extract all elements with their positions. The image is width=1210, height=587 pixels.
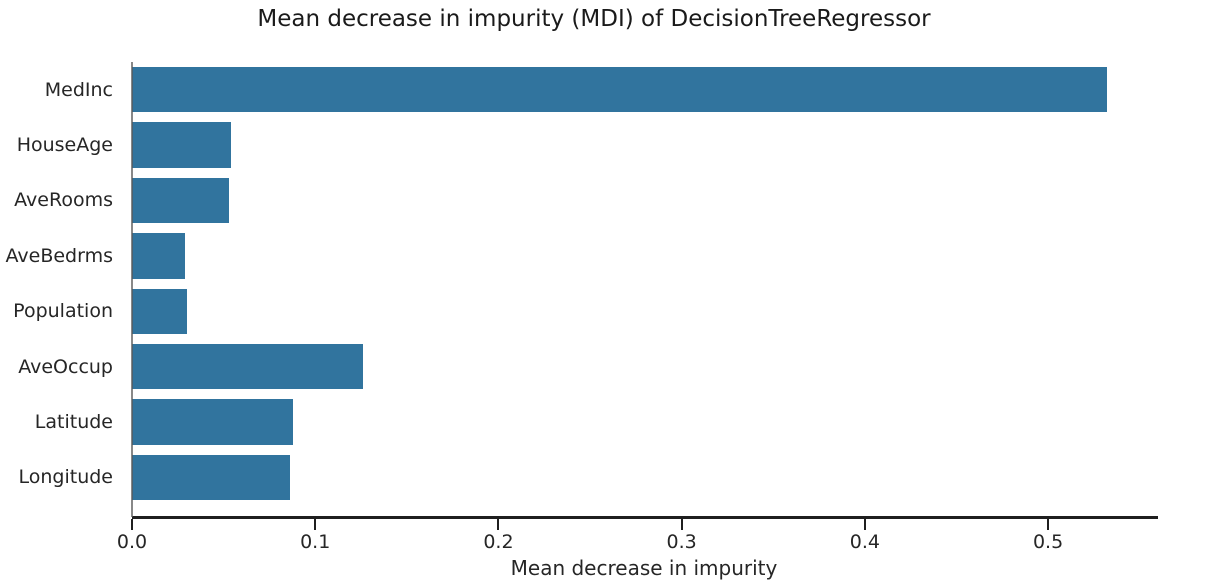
x-axis-spine <box>132 516 1158 519</box>
x-tick-mark <box>1047 519 1050 530</box>
bar-rows-container: MedInc HouseAge AveRooms AveBedrms Populatio… <box>6 62 1158 505</box>
x-tick-label: 0.5 <box>1032 531 1064 553</box>
x-tick-mark <box>863 519 866 530</box>
x-tick-mark <box>497 519 500 530</box>
y-tick-label-avebedrms: AveBedrms <box>5 244 114 267</box>
bar-row: AveBedrms <box>6 228 1158 283</box>
bar-row: AveOccup <box>18 339 1158 394</box>
bar-row: AveRooms <box>14 173 1158 228</box>
x-tick-label: 0.3 <box>666 531 697 553</box>
x-tick-mark <box>131 519 133 530</box>
y-tick-label-averooms: AveRooms <box>14 189 113 212</box>
bar-aveoccup <box>132 343 363 390</box>
y-axis-spine <box>131 62 133 517</box>
y-tick-label-population: Population <box>13 300 113 323</box>
bar-population <box>132 288 187 335</box>
x-tick-label: 0.4 <box>849 531 880 553</box>
bar-row: Latitude <box>35 394 1158 449</box>
y-tick-label-houseage: HouseAge <box>16 134 113 157</box>
bar-averooms <box>132 177 230 224</box>
bar-row: Longitude <box>19 450 1158 505</box>
bar-row: Population <box>13 284 1158 339</box>
y-tick-label-medinc: MedInc <box>44 78 113 101</box>
y-tick-label-longitude: Longitude <box>18 466 114 489</box>
bar-medinc <box>132 66 1107 113</box>
x-tick-label: 0.2 <box>483 531 514 553</box>
x-axis-label: Mean decrease in impurity <box>510 556 778 580</box>
x-tick-mark <box>314 519 317 530</box>
x-tick-label: 0.0 <box>116 531 148 553</box>
y-tick-label-latitude: Latitude <box>34 411 113 434</box>
chart-title: Mean decrease in impurity (MDI) of Decis… <box>257 6 931 32</box>
bar-avebedrms <box>132 233 186 279</box>
y-tick-label-aveoccup: AveOccup <box>18 355 113 378</box>
bar-latitude <box>132 399 294 445</box>
x-tick-mark <box>680 519 683 530</box>
plot-area: MedInc HouseAge AveRooms AveBedrms Populatio… <box>6 62 1158 517</box>
bar-row: MedInc <box>45 62 1158 117</box>
x-tick-label: 0.1 <box>300 531 331 553</box>
bar-row: HouseAge <box>17 117 1158 172</box>
bar-longitude <box>132 454 290 501</box>
bar-houseage <box>132 122 231 168</box>
